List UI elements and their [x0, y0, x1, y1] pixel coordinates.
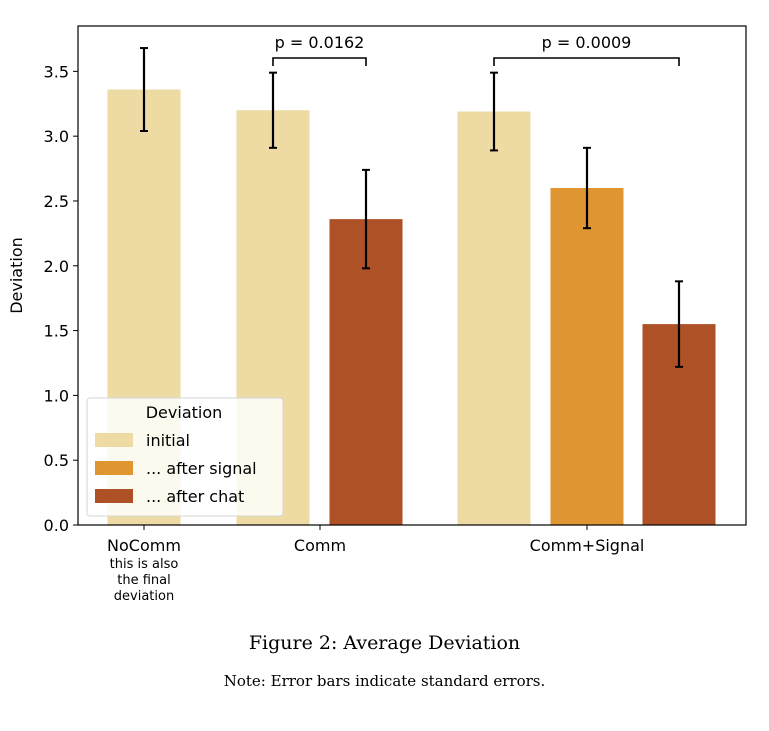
figure-note: Note: Error bars indicate standard error… [223, 672, 546, 690]
y-tick-label-6: 3.0 [44, 127, 69, 146]
legend-label-1: ... after signal [146, 459, 257, 478]
x-sublabel-0-1: the final [117, 573, 170, 588]
x-tick-label-1: Comm [294, 536, 346, 555]
bar-2-0 [457, 111, 531, 526]
significance-bracket-1 [493, 57, 680, 66]
y-tick-label-1: 0.5 [44, 451, 69, 470]
y-tick-label-3: 1.5 [44, 322, 69, 341]
x-sublabel-0-2: deviation [114, 589, 174, 604]
axes-frame [77, 25, 747, 526]
x-tick-label-0: NoComm [107, 536, 181, 555]
significance-bracket-0 [272, 57, 367, 66]
y-tick-label-0: 0.0 [44, 516, 69, 535]
bar-1-2 [329, 219, 403, 525]
figure-caption: Figure 2: Average Deviation [248, 632, 521, 654]
p-value-label-0: p = 0.0162 [275, 33, 365, 52]
legend-swatch-2 [95, 489, 133, 503]
legend-label-0: initial [146, 431, 190, 450]
y-axis-label: Deviation [7, 237, 26, 314]
bar-2-1 [550, 188, 624, 525]
legend-box [86, 397, 284, 517]
bar-chart: Deviation initial ... after signal ... afte… [7, 25, 747, 604]
y-tick-label-5: 2.5 [44, 192, 69, 211]
legend-title: Deviation [146, 403, 223, 422]
x-tick-label-2: Comm+Signal [530, 536, 645, 555]
y-tick-label-7: 3.5 [44, 62, 69, 81]
plot-area: Deviation initial ... after signal ... afte… [44, 25, 747, 604]
legend-label-2: ... after chat [146, 487, 244, 506]
legend-swatch-1 [95, 461, 133, 475]
y-tick-label-2: 1.0 [44, 386, 69, 405]
x-sublabel-0-0: this is also [110, 557, 179, 572]
p-value-label-1: p = 0.0009 [542, 33, 632, 52]
y-tick-label-4: 2.0 [44, 257, 69, 276]
legend-swatch-0 [95, 433, 133, 447]
